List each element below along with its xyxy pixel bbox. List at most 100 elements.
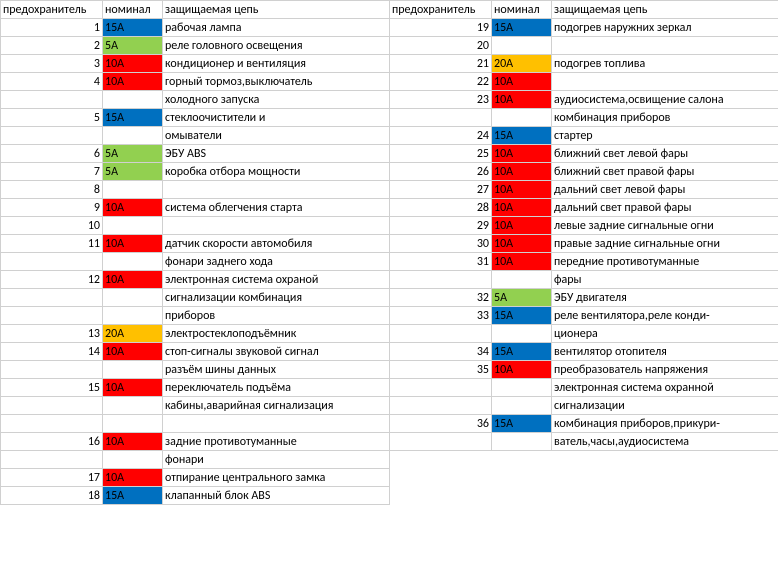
- fuse-number: 8: [1, 181, 103, 199]
- circuit-cell: комбинация приборов,прикури-: [552, 415, 778, 433]
- circuit-cell: клапанный блок ABS: [163, 487, 390, 505]
- circuit-cell: электронная система охранной: [552, 379, 778, 397]
- fuse-number: 9: [1, 199, 103, 217]
- nominal-cell: [103, 415, 163, 433]
- right-half: предохранитель номинал защищаемая цепь 1…: [390, 1, 778, 505]
- fuse-number: [1, 307, 103, 325]
- nominal-cell: [492, 109, 552, 127]
- fuse-number: 26: [390, 163, 492, 181]
- table-row: фонари заднего хода: [1, 253, 390, 271]
- table-row: 3110Апередние противотуманные: [390, 253, 778, 271]
- fuse-number: 13: [1, 325, 103, 343]
- fuse-number: 19: [390, 19, 492, 37]
- hdr-circuit: защищаемая цепь: [163, 1, 390, 19]
- nominal-cell: [103, 361, 163, 379]
- circuit-cell: левые задние сигнальные огни: [552, 217, 778, 235]
- table-row: 115Арабочая лампа: [1, 19, 390, 37]
- fuse-number: [1, 361, 103, 379]
- circuit-cell: преобразователь напряжения: [552, 361, 778, 379]
- table-row: 3510Апреобразователь напряжения: [390, 361, 778, 379]
- fuse-number: 1: [1, 19, 103, 37]
- right-rows: 1915Аподогрев наружних зеркал202120Аподо…: [390, 19, 778, 451]
- table-row: 1110Адатчик скорости автомобиля: [1, 235, 390, 253]
- circuit-cell: фары: [552, 271, 778, 289]
- left-rows: 115Арабочая лампа25Ареле головного освещ…: [1, 19, 390, 505]
- hdr-circuit: защищаемая цепь: [552, 1, 778, 19]
- table-row: ватель,часы,аудиосистема: [390, 433, 778, 451]
- nominal-cell: 15А: [492, 343, 552, 361]
- nominal-cell: 10А: [103, 433, 163, 451]
- fuse-number: 34: [390, 343, 492, 361]
- circuit-cell: передние противотуманные: [552, 253, 778, 271]
- fuse-number: 32: [390, 289, 492, 307]
- circuit-cell: система облегчения старта: [163, 199, 390, 217]
- fuse-number: 25: [390, 145, 492, 163]
- circuit-cell: приборов: [163, 307, 390, 325]
- circuit-cell: [552, 37, 778, 55]
- fuse-number: [1, 253, 103, 271]
- hdr-nominal: номинал: [492, 1, 552, 19]
- table-row: 2810Адальний свет правой фары: [390, 199, 778, 217]
- fuse-number: 2: [1, 37, 103, 55]
- fuse-number: 21: [390, 55, 492, 73]
- circuit-cell: ближний свет левой фары: [552, 145, 778, 163]
- table-row: 3415Авентилятор отопителя: [390, 343, 778, 361]
- fuse-number: 6: [1, 145, 103, 163]
- fuse-number: 29: [390, 217, 492, 235]
- nominal-cell: 10А: [492, 73, 552, 91]
- circuit-cell: датчик скорости автомобиля: [163, 235, 390, 253]
- nominal-cell: 10А: [492, 217, 552, 235]
- fuse-number: [390, 109, 492, 127]
- nominal-cell: 10А: [492, 163, 552, 181]
- table-row: холодного запуска: [1, 91, 390, 109]
- nominal-cell: [103, 253, 163, 271]
- table-row: 1410Астоп-сигналы звуковой сигнал: [1, 343, 390, 361]
- fuse-number: 5: [1, 109, 103, 127]
- table-row: 410Агорный тормоз,выключатель: [1, 73, 390, 91]
- circuit-cell: реле головного освещения: [163, 37, 390, 55]
- circuit-cell: сигнализации комбинация: [163, 289, 390, 307]
- left-half: предохранитель номинал защищаемая цепь 1…: [1, 1, 390, 505]
- table-row: 325АЭБУ двигателя: [390, 289, 778, 307]
- nominal-cell: 5А: [103, 37, 163, 55]
- circuit-cell: стартер: [552, 127, 778, 145]
- circuit-cell: дальний свет правой фары: [552, 199, 778, 217]
- fuse-table: предохранитель номинал защищаемая цепь 1…: [0, 0, 778, 505]
- fuse-number: 11: [1, 235, 103, 253]
- table-row: 1610Азадние противотуманные: [1, 433, 390, 451]
- nominal-cell: 15А: [492, 127, 552, 145]
- nominal-cell: 5А: [492, 289, 552, 307]
- fuse-number: [390, 271, 492, 289]
- table-row: омыватели: [1, 127, 390, 145]
- nominal-cell: 10А: [103, 199, 163, 217]
- table-row: фары: [390, 271, 778, 289]
- circuit-cell: электростеклоподъёмник: [163, 325, 390, 343]
- fuse-number: [1, 451, 103, 469]
- nominal-cell: [492, 379, 552, 397]
- nominal-cell: [103, 451, 163, 469]
- table-row: сигнализации комбинация: [1, 289, 390, 307]
- fuse-number: 30: [390, 235, 492, 253]
- circuit-cell: омыватели: [163, 127, 390, 145]
- nominal-cell: [492, 37, 552, 55]
- nominal-cell: [492, 325, 552, 343]
- nominal-cell: 5А: [103, 145, 163, 163]
- circuit-cell: аудиосистема,освищение салона: [552, 91, 778, 109]
- fuse-number: 36: [390, 415, 492, 433]
- circuit-cell: задние противотуманные: [163, 433, 390, 451]
- nominal-cell: [492, 271, 552, 289]
- header-row: предохранитель номинал защищаемая цепь: [1, 1, 390, 19]
- circuit-cell: [163, 415, 390, 433]
- table-row: 3315Ареле вентилятора,реле конди-: [390, 307, 778, 325]
- table-row: 1915Аподогрев наружних зеркал: [390, 19, 778, 37]
- circuit-cell: подогрев топлива: [552, 55, 778, 73]
- fuse-number: [1, 415, 103, 433]
- nominal-cell: 15А: [492, 307, 552, 325]
- circuit-cell: рабочая лампа: [163, 19, 390, 37]
- table-row: 910Асистема облегчения старта: [1, 199, 390, 217]
- fuse-number: [390, 433, 492, 451]
- circuit-cell: подогрев наружних зеркал: [552, 19, 778, 37]
- fuse-number: 23: [390, 91, 492, 109]
- circuit-cell: реле вентилятора,реле конди-: [552, 307, 778, 325]
- circuit-cell: переключатель подъёма: [163, 379, 390, 397]
